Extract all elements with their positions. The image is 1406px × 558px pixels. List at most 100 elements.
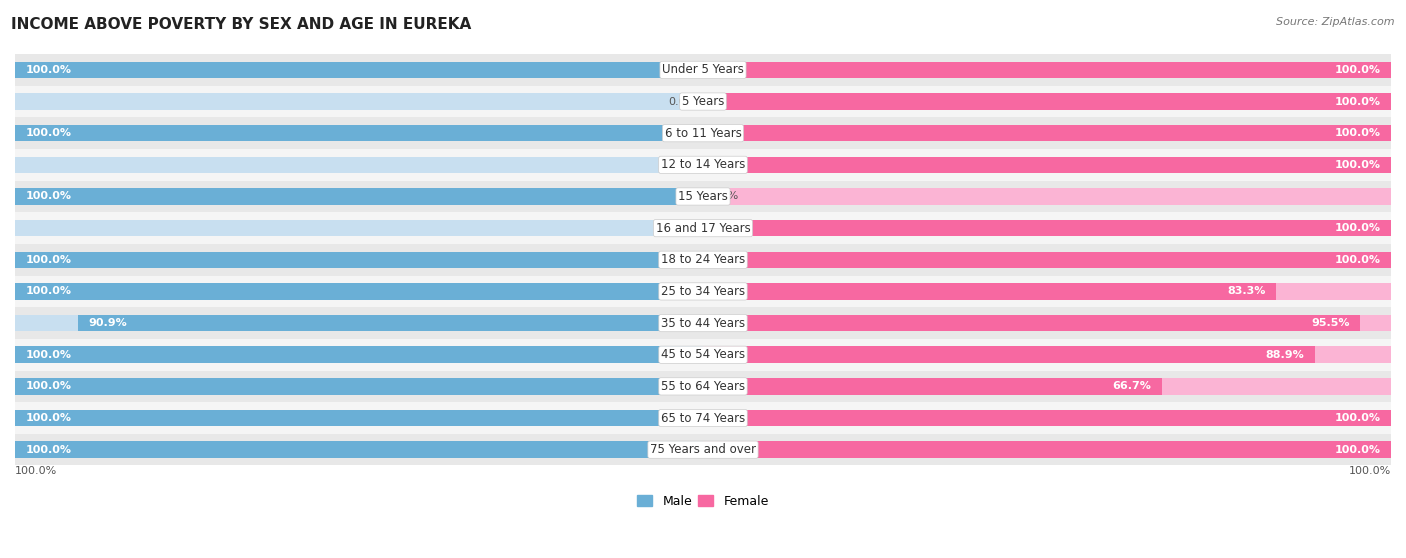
Text: 100.0%: 100.0% (25, 286, 72, 296)
Bar (703, 315, 1360, 331)
Bar (703, 125, 1391, 141)
Bar (15, 125, 703, 141)
Bar (15, 347, 703, 363)
Bar (15, 93, 703, 110)
Text: 100.0%: 100.0% (1334, 445, 1381, 455)
Text: 100.0%: 100.0% (25, 255, 72, 265)
Text: 0.0%: 0.0% (668, 97, 696, 107)
Bar (77, 315, 703, 331)
Text: 100.0%: 100.0% (25, 381, 72, 391)
Text: 100.0%: 100.0% (1334, 223, 1381, 233)
Text: 6 to 11 Years: 6 to 11 Years (665, 127, 741, 140)
Text: 100.0%: 100.0% (25, 350, 72, 360)
Text: 66.7%: 66.7% (1112, 381, 1152, 391)
Text: 0.0%: 0.0% (668, 160, 696, 170)
Bar (15, 220, 703, 237)
Bar (703, 347, 1315, 363)
Bar (15, 54, 1391, 86)
Bar (703, 283, 1391, 300)
Bar (15, 410, 703, 426)
Bar (15, 307, 1391, 339)
Text: 18 to 24 Years: 18 to 24 Years (661, 253, 745, 266)
Bar (15, 371, 1391, 402)
Bar (15, 283, 703, 300)
Bar (703, 61, 1391, 78)
Text: 100.0%: 100.0% (25, 191, 72, 201)
Bar (15, 212, 1391, 244)
Text: 100.0%: 100.0% (1334, 128, 1381, 138)
Bar (15, 347, 703, 363)
Bar (15, 181, 1391, 212)
Text: 100.0%: 100.0% (25, 445, 72, 455)
Bar (703, 93, 1391, 110)
Text: 12 to 14 Years: 12 to 14 Years (661, 158, 745, 171)
Bar (703, 252, 1391, 268)
Bar (15, 252, 703, 268)
Bar (15, 434, 1391, 465)
Bar (703, 157, 1391, 173)
Text: 95.5%: 95.5% (1312, 318, 1350, 328)
Bar (703, 157, 1391, 173)
Bar (15, 125, 703, 141)
Bar (703, 220, 1391, 237)
Text: 100.0%: 100.0% (1334, 160, 1381, 170)
Bar (703, 410, 1391, 426)
Bar (703, 441, 1391, 458)
Text: 100.0%: 100.0% (25, 128, 72, 138)
Bar (15, 276, 1391, 307)
Text: 83.3%: 83.3% (1227, 286, 1265, 296)
Text: 65 to 74 Years: 65 to 74 Years (661, 411, 745, 425)
Bar (703, 252, 1391, 268)
Bar (15, 244, 1391, 276)
Text: 35 to 44 Years: 35 to 44 Years (661, 316, 745, 330)
Text: 88.9%: 88.9% (1265, 350, 1305, 360)
Text: Under 5 Years: Under 5 Years (662, 64, 744, 76)
Bar (15, 410, 703, 426)
Bar (15, 339, 1391, 371)
Text: 55 to 64 Years: 55 to 64 Years (661, 380, 745, 393)
Bar (15, 61, 703, 78)
Legend: Male, Female: Male, Female (633, 490, 773, 513)
Bar (703, 378, 1391, 395)
Bar (15, 117, 1391, 149)
Bar (15, 252, 703, 268)
Text: 0.0%: 0.0% (668, 223, 696, 233)
Bar (703, 220, 1391, 237)
Text: 90.9%: 90.9% (89, 318, 127, 328)
Text: 100.0%: 100.0% (1334, 255, 1381, 265)
Text: 15 Years: 15 Years (678, 190, 728, 203)
Text: INCOME ABOVE POVERTY BY SEX AND AGE IN EUREKA: INCOME ABOVE POVERTY BY SEX AND AGE IN E… (11, 17, 471, 32)
Text: 0.0%: 0.0% (710, 191, 738, 201)
Bar (15, 188, 703, 205)
Bar (15, 315, 703, 331)
Bar (15, 441, 703, 458)
Text: 100.0%: 100.0% (15, 466, 58, 476)
Bar (15, 441, 703, 458)
Bar (703, 410, 1391, 426)
Text: 100.0%: 100.0% (1334, 97, 1381, 107)
Bar (15, 402, 1391, 434)
Text: 45 to 54 Years: 45 to 54 Years (661, 348, 745, 361)
Bar (703, 125, 1391, 141)
Bar (15, 378, 703, 395)
Bar (15, 283, 703, 300)
Bar (703, 441, 1391, 458)
Text: 100.0%: 100.0% (25, 413, 72, 423)
Bar (15, 378, 703, 395)
Text: 100.0%: 100.0% (1334, 65, 1381, 75)
Bar (15, 86, 1391, 117)
Bar (15, 149, 1391, 181)
Bar (15, 157, 703, 173)
Bar (703, 378, 1161, 395)
Bar (703, 93, 1391, 110)
Bar (15, 188, 703, 205)
Bar (703, 188, 1391, 205)
Text: 5 Years: 5 Years (682, 95, 724, 108)
Text: 100.0%: 100.0% (1334, 413, 1381, 423)
Bar (703, 283, 1277, 300)
Bar (703, 61, 1391, 78)
Text: Source: ZipAtlas.com: Source: ZipAtlas.com (1277, 17, 1395, 27)
Bar (703, 347, 1391, 363)
Text: 75 Years and over: 75 Years and over (650, 443, 756, 456)
Text: 100.0%: 100.0% (25, 65, 72, 75)
